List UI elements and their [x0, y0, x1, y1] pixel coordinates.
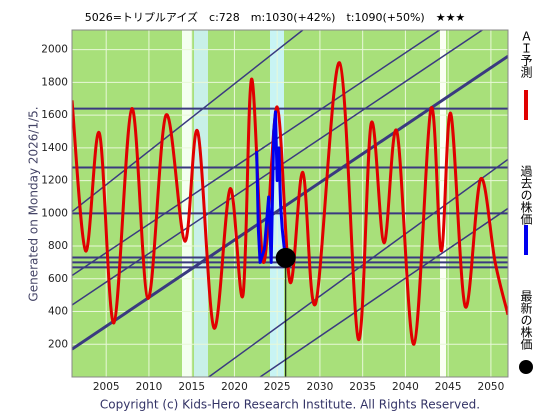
side-label: Generated on Monday 2026/1/5. [27, 106, 41, 301]
series-line [72, 61, 508, 346]
x-tick-label: 2030 [307, 381, 334, 393]
legend-swatch [524, 225, 528, 255]
x-tick-label: 2050 [478, 381, 505, 393]
x-tick-label: 2025 [264, 381, 291, 393]
y-tick-label: 400 [48, 306, 68, 318]
y-tick-label: 1400 [41, 142, 68, 154]
legend-swatch [524, 90, 528, 120]
trend-line [72, 30, 304, 213]
x-tick-label: 2005 [93, 381, 120, 393]
y-tick-label: 1200 [41, 175, 68, 187]
y-tick-label: 2000 [41, 44, 68, 56]
plot-frame [71, 29, 509, 378]
legend-label: 過去の株価 [519, 165, 533, 225]
footer: Copyright (c) Kids-Hero Research Institu… [100, 398, 480, 412]
legend-label: 最新の株価 [519, 290, 533, 350]
y-tick-label: 1800 [41, 76, 68, 88]
x-tick-label: 2045 [435, 381, 462, 393]
y-tick-label: 800 [48, 240, 68, 252]
y-tick-label: 200 [48, 338, 68, 350]
x-tick-label: 2035 [349, 381, 376, 393]
legend-label: ＡＩ予測 [519, 30, 533, 79]
y-tick-label: 1600 [41, 109, 68, 121]
series-line [255, 110, 288, 264]
chart-title: 5026=トリプルアイズ c:728 m:1030(+42%) t:1090(+… [85, 10, 466, 24]
trend-line [72, 54, 508, 351]
legend-swatch [519, 360, 533, 374]
y-tick-label: 1000 [41, 207, 68, 219]
x-tick-label: 2040 [392, 381, 419, 393]
y-tick-label: 600 [48, 273, 68, 285]
trend-line [259, 207, 508, 377]
x-tick-label: 2010 [136, 381, 163, 393]
x-tick-label: 2015 [178, 381, 205, 393]
x-tick-label: 2020 [221, 381, 248, 393]
